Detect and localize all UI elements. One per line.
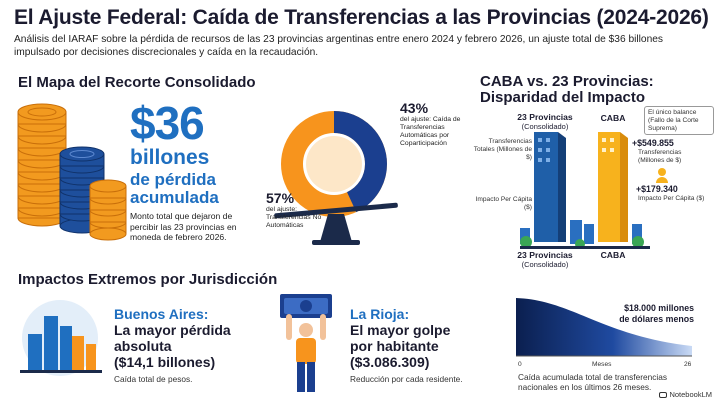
axis-end: 26 <box>684 361 692 368</box>
coin-stack-right <box>89 179 127 241</box>
col-label-provincias: 23 Provincias (Consolidado) <box>517 112 573 131</box>
brand-logo: NotebookLM <box>659 390 712 399</box>
section-heading-impactos: Impactos Extremos por Jurisdicción <box>18 271 278 288</box>
decline-curve-area <box>516 298 692 356</box>
ba-footnote: Caída total de pesos. <box>114 374 193 384</box>
coin-stack-mid <box>59 146 105 234</box>
section-heading-mapa: El Mapa del Recorte Consolidado <box>18 74 256 91</box>
loss-description: Monto total que dejaron de percibir las … <box>130 211 237 242</box>
col-label-caba: CABA <box>600 113 626 123</box>
section-heading-caba-l2: Disparidad del Impacto <box>480 89 646 106</box>
skyline-base <box>520 220 642 244</box>
lr-heading: La Rioja: El mayor golpe por habitante (… <box>350 306 451 370</box>
curve-footnote: Caída acumulada total de transferencias … <box>518 372 667 392</box>
loss-line2: de pérdida <box>130 170 216 189</box>
coin-stack-left <box>17 103 67 227</box>
pct-no-automaticas-label: del ajuste: Transferencias No Automática… <box>266 206 322 229</box>
person-holding-money-icon <box>280 294 332 392</box>
axis-mid: Meses <box>592 361 612 368</box>
loss-amount: $36 <box>130 97 205 149</box>
pct-automaticas: 43% <box>400 100 429 116</box>
caba-value-per-capita: +$179.340 <box>636 184 678 194</box>
section-heading-caba-l1: CABA vs. 23 Provincias: <box>480 73 654 90</box>
row-label-transferencias: Transferencias Totales (Millones de $) <box>473 138 532 161</box>
decline-curve-chart <box>516 298 692 357</box>
provincias-building <box>534 132 566 242</box>
pct-no-automaticas: 57% <box>266 190 295 206</box>
city-buildings-icon <box>20 300 102 376</box>
balance-scale-icon <box>274 202 398 245</box>
caba-note-box: El único balance (Fallo de la Corte Supr… <box>644 106 714 136</box>
bottom-label-provincias: 23 Provincias (Consolidado) <box>517 250 573 269</box>
caba-provincias-illustration <box>520 132 650 249</box>
row-label-per-capita: Impacto Per Cápita ($) <box>475 196 532 211</box>
caba-value-transferencias: +$549.855 <box>632 138 674 148</box>
caba-building <box>598 132 628 242</box>
page-title: El Ajuste Federal: Caída de Transferenci… <box>14 6 709 29</box>
bottom-label-caba: CABA <box>600 250 626 260</box>
curve-label: $18.000 millones de dólares menos <box>619 303 694 324</box>
lr-footnote: Reducción por cada residente. <box>350 374 463 384</box>
page-subtitle: Análisis del IARAF sobre la pérdida de r… <box>14 34 664 58</box>
notebook-icon <box>659 392 668 398</box>
pct-automaticas-label: del ajuste: Caída de Transferencias Auto… <box>400 116 461 147</box>
adjustment-donut-chart <box>274 111 398 245</box>
caba-value-per-capita-label: Impacto Per Cápita ($) <box>638 195 705 202</box>
person-icon <box>656 168 668 183</box>
coins-stack-illustration <box>17 103 127 241</box>
axis-start: 0 <box>518 361 522 368</box>
caba-value-transferencias-label: Transferencias (Millones de $) <box>638 149 682 164</box>
ba-heading: Buenos Aires: La mayor pérdida absoluta … <box>114 306 231 370</box>
loss-unit: billones <box>130 146 210 169</box>
loss-line3: acumulada <box>130 188 219 207</box>
donut-segment-automaticas <box>281 111 387 217</box>
